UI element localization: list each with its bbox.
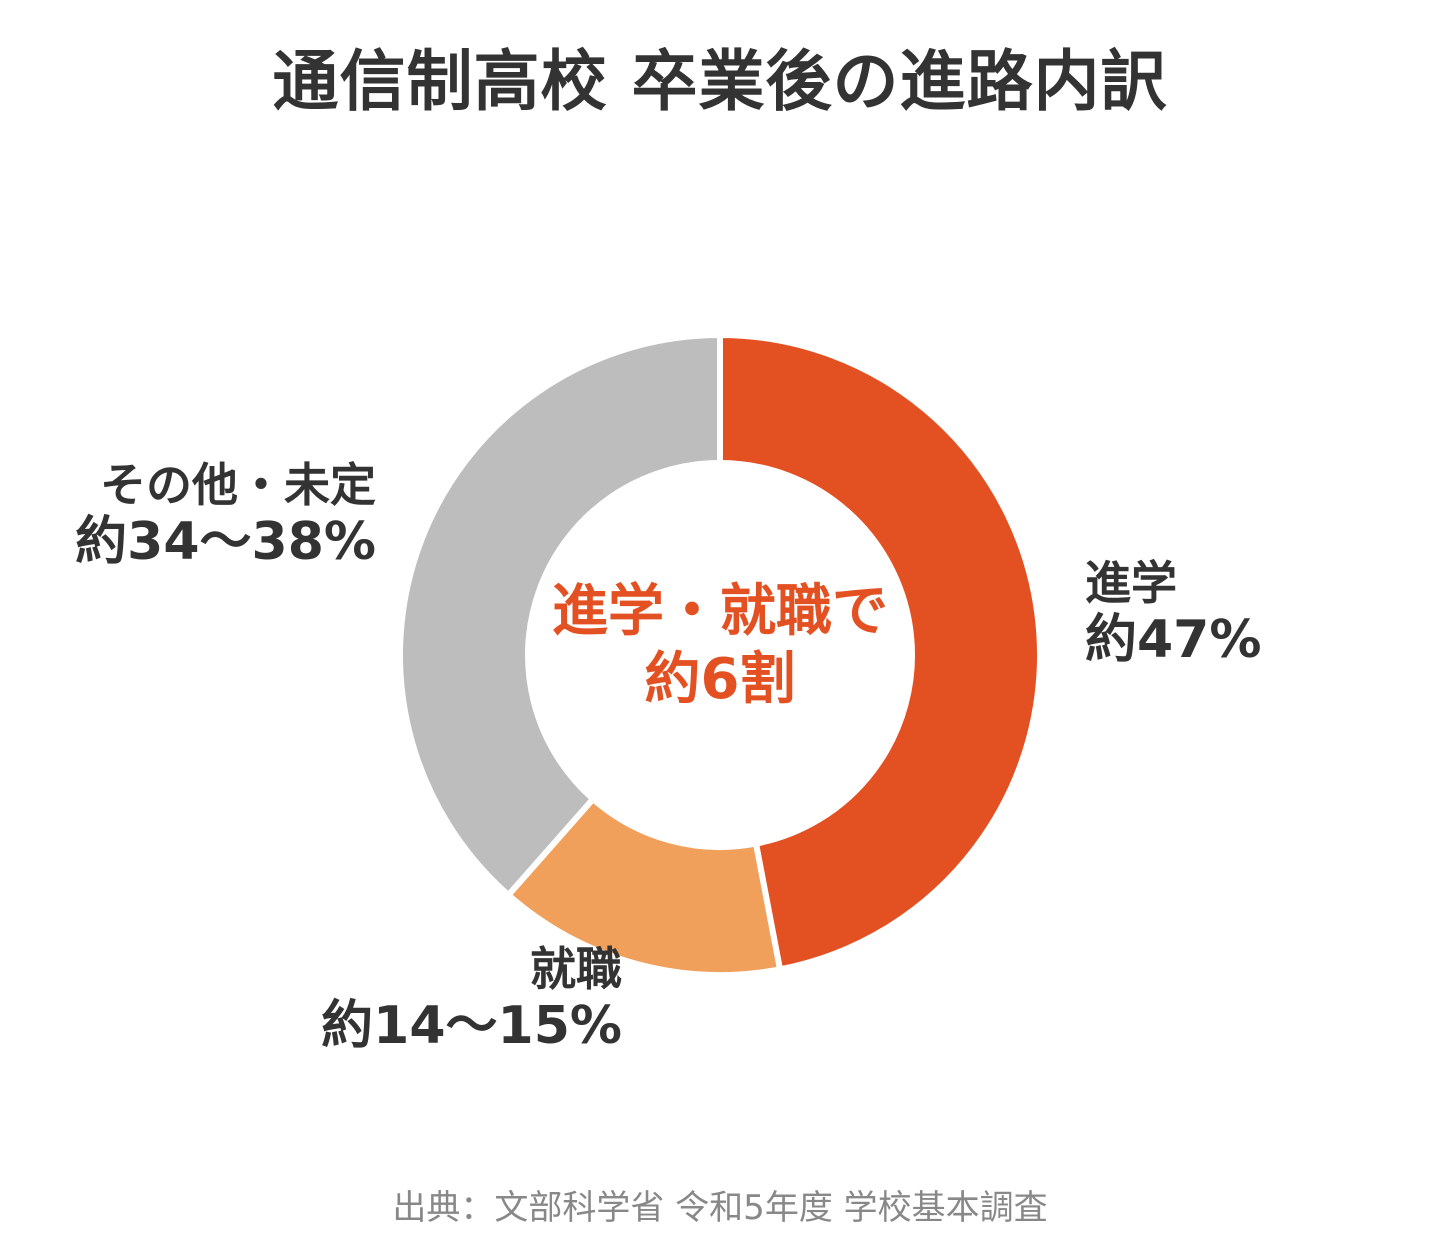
slice-shingaku [717,331,1043,973]
center-annotation: 進学・就職で 約6割 [520,578,920,715]
slice-other [397,331,723,900]
chart-title: 通信制高校 卒業後の進路内訳 [272,43,1168,120]
source-note: 出典：文部科学省 令和5年度 学校基本調査 [392,1188,1048,1228]
slice-label-name: その他・未定 [100,458,376,512]
slice-label-value: 約14〜15% [321,996,622,1057]
slice-label-value: 約47% [1085,610,1262,671]
slice-label-shushoku: 就職 約14〜15% [321,942,622,1058]
slice-label-value: 約34〜38% [75,512,376,573]
slice-label-shingaku: 進学 約47% [1085,556,1261,672]
slice-label-name: 進学 [1085,556,1177,610]
center-annotation-line-2: 約6割 [644,647,796,713]
center-annotation-line-1: 進学・就職で [552,579,888,644]
slice-label-other: その他・未定 約34〜38% [75,458,376,574]
slice-label-name: 就職 [530,942,622,996]
